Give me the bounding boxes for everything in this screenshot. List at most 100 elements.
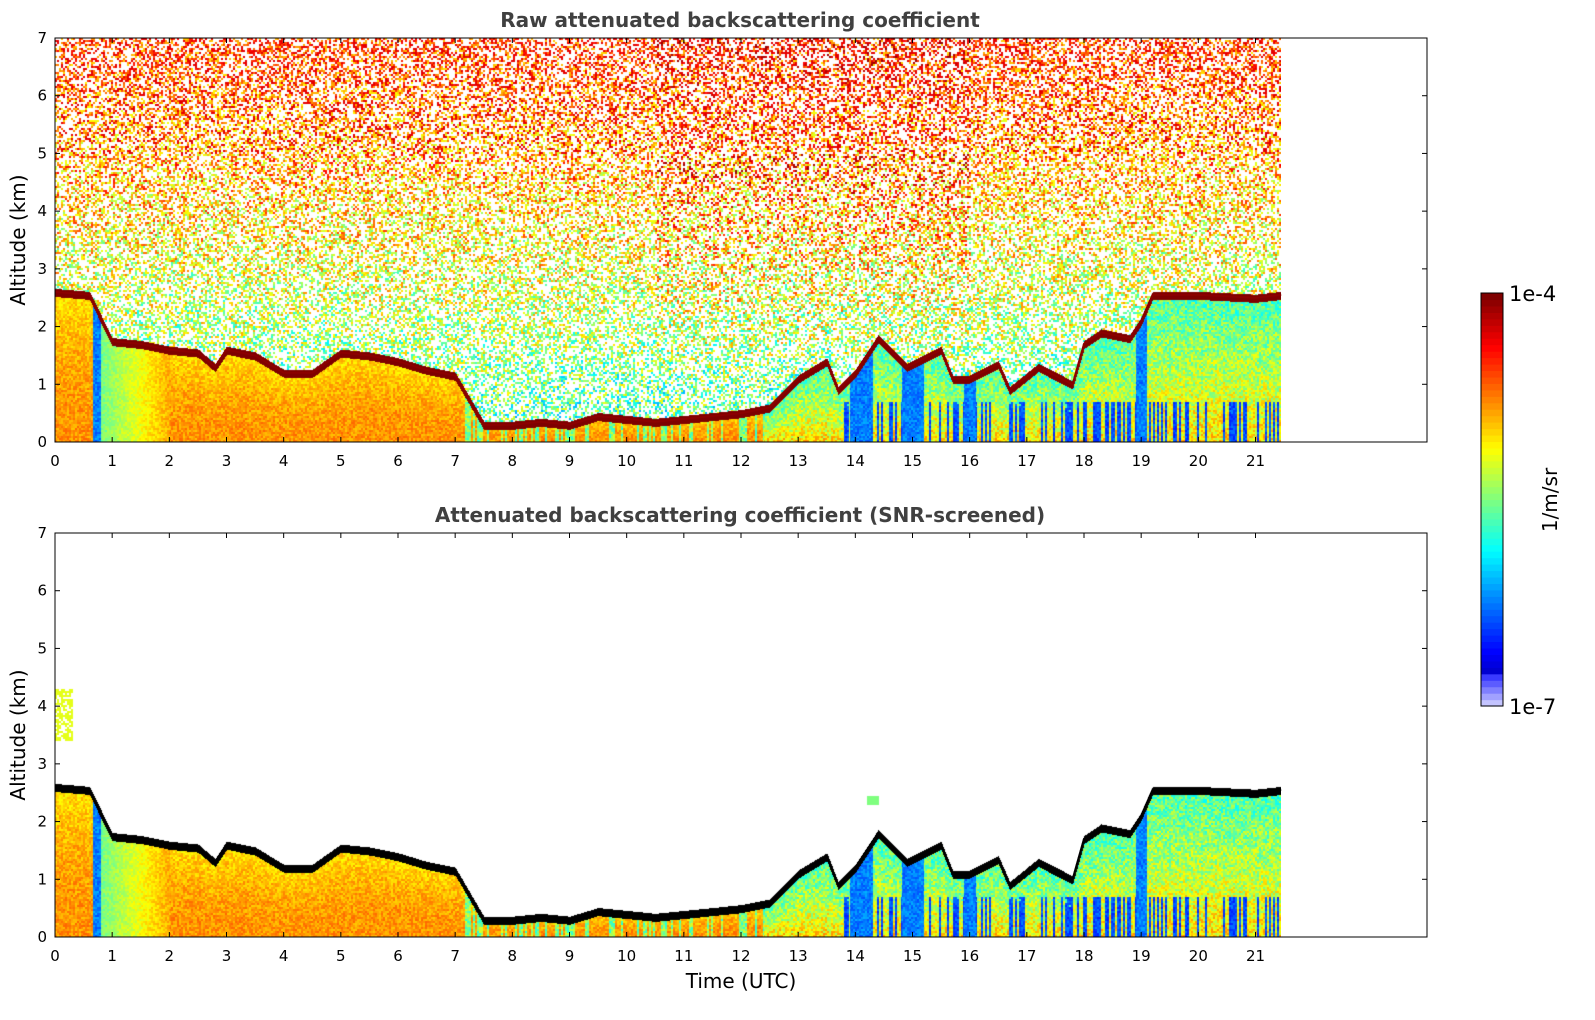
y-tick-label: 0 (37, 433, 47, 451)
y-axis-label: Altitude (km) (6, 669, 30, 800)
colorbar-bin (1481, 557, 1503, 565)
x-tick-label: 19 (1132, 947, 1151, 965)
colorbar-bin (1481, 531, 1503, 539)
x-tick-label: 8 (508, 947, 518, 965)
x-tick-label: 5 (336, 452, 346, 470)
colorbar-bin (1481, 693, 1503, 701)
x-tick-label: 10 (617, 452, 636, 470)
x-tick-label: 1 (107, 947, 117, 965)
y-tick-label: 0 (37, 928, 47, 946)
x-tick-label: 1 (107, 452, 117, 470)
y-tick-label: 7 (37, 29, 47, 47)
heatmap-image (55, 533, 1281, 937)
colorbar-bin (1481, 538, 1503, 546)
colorbar-bin (1481, 512, 1503, 520)
colorbar-bin (1481, 544, 1503, 552)
colorbar-bin (1481, 376, 1503, 384)
colorbar-bin (1481, 596, 1503, 604)
colorbar-bin (1481, 615, 1503, 623)
x-tick-label: 17 (1017, 452, 1036, 470)
y-axis-label: Altitude (km) (6, 174, 30, 305)
x-tick-label: 15 (903, 452, 922, 470)
x-tick-label: 18 (1074, 947, 1093, 965)
colorbar-bin (1481, 331, 1503, 339)
x-axis-ticks: 0 1 2 3 4 5 6 7 8 9 10 11 12 13 14 15 16 17 18 19 20 21 (50, 38, 1265, 470)
y-tick-label: 7 (37, 524, 47, 542)
colorbar-bin (1481, 609, 1503, 617)
colorbar-bin (1481, 305, 1503, 313)
colorbar-bin (1481, 564, 1503, 572)
heatmap-image-raster (55, 38, 1281, 442)
colorbar-bin (1481, 576, 1503, 584)
colorbar-bin (1481, 635, 1503, 643)
x-tick-label: 6 (393, 947, 403, 965)
colorbar-bin (1481, 673, 1503, 681)
colorbar-bin (1481, 318, 1503, 326)
panel-title: Raw attenuated backscattering coefficien… (500, 8, 980, 32)
colorbar-bin (1481, 344, 1503, 352)
cloud-base-layer (54, 785, 1282, 921)
y-tick-label: 2 (37, 813, 47, 831)
colorbar-bin (1481, 312, 1503, 320)
colorbar-bin (1481, 473, 1503, 481)
colorbar-bin (1481, 583, 1503, 591)
colorbar-bin (1481, 660, 1503, 668)
colorbar-bin (1481, 357, 1503, 365)
colorbar-bin (1481, 351, 1503, 359)
x-tick-label: 9 (565, 452, 575, 470)
x-tick-label: 13 (789, 452, 808, 470)
colorbar-frame (1480, 292, 1504, 707)
colorbar-bin (1481, 325, 1503, 333)
colorbar-bin (1481, 402, 1503, 410)
x-tick-label: 9 (565, 947, 575, 965)
x-tick-label: 13 (789, 947, 808, 965)
colorbar-bin (1481, 622, 1503, 630)
y-tick-label: 3 (37, 755, 47, 773)
x-tick-label: 20 (1189, 947, 1208, 965)
x-tick-label: 21 (1246, 452, 1265, 470)
x-tick-label: 16 (960, 947, 979, 965)
colorbar-bin (1481, 667, 1503, 675)
panel-title: Attenuated backscattering coefficient (S… (435, 503, 1045, 527)
colorbar-bin (1481, 699, 1503, 707)
colorbar-bin (1481, 299, 1503, 307)
colorbar-bin (1481, 641, 1503, 649)
colorbar-bin (1481, 551, 1503, 559)
x-tick-label: 11 (674, 947, 693, 965)
colorbar-bin (1481, 409, 1503, 417)
colorbar-bin (1481, 293, 1503, 301)
x-axis-label: Time (UTC) (685, 969, 797, 993)
x-tick-label: 2 (165, 452, 175, 470)
x-tick-label: 8 (508, 452, 518, 470)
colorbar-bin (1481, 467, 1503, 475)
snr-screened-backscatter-panel: Attenuated backscattering coefficient (S… (6, 503, 1428, 993)
x-tick-label: 20 (1189, 452, 1208, 470)
x-tick-label: 7 (450, 452, 460, 470)
y-tick-label: 6 (37, 582, 47, 600)
x-tick-label: 15 (903, 947, 922, 965)
colorbar-bin (1481, 396, 1503, 404)
x-tick-label: 19 (1132, 452, 1151, 470)
colorbar-bin (1481, 441, 1503, 449)
colorbar-max-label: 1e-4 (1509, 282, 1556, 306)
colorbar-bin (1481, 628, 1503, 636)
y-axis-ticks: 0 1 2 3 4 5 6 7 (37, 29, 1427, 451)
colorbar-bin (1481, 570, 1503, 578)
colorbar-bin (1481, 686, 1503, 694)
colorbar-bin (1481, 415, 1503, 423)
colorbar-bin (1481, 480, 1503, 488)
x-tick-label: 18 (1074, 452, 1093, 470)
x-tick-label: 4 (279, 452, 289, 470)
colorbar-gradient (1481, 293, 1503, 707)
y-tick-label: 6 (37, 87, 47, 105)
colorbar-bin (1481, 589, 1503, 597)
x-axis-ticks: 0 1 2 3 4 5 6 7 8 9 10 11 12 13 14 15 16 17 18 19 20 21 (50, 533, 1265, 965)
colorbar-bin (1481, 454, 1503, 462)
x-tick-label: 17 (1017, 947, 1036, 965)
colorbar-bin (1481, 422, 1503, 430)
colorbar-bin (1481, 434, 1503, 443)
colorbar-bin (1481, 499, 1503, 507)
y-axis-ticks: 0 1 2 3 4 5 6 7 (37, 524, 1427, 946)
x-tick-label: 11 (674, 452, 693, 470)
